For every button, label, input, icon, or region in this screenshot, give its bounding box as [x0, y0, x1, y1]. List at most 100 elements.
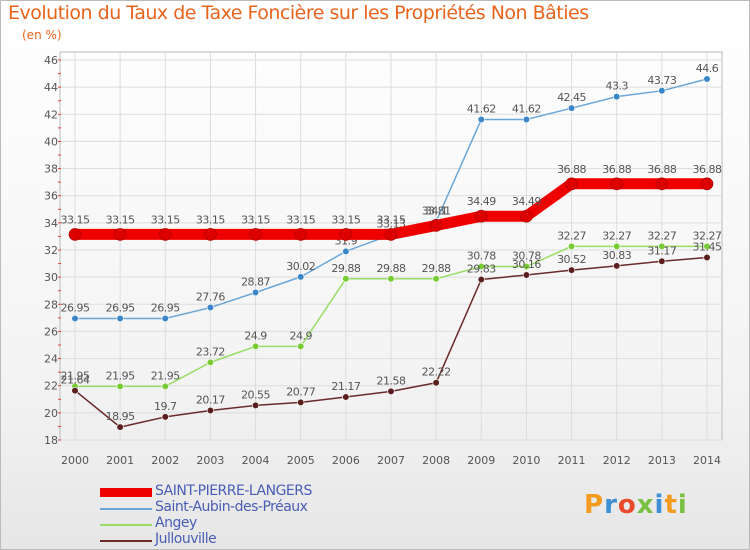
data-label: 34.49 — [467, 195, 496, 208]
y-tick-label: 40 — [44, 135, 58, 148]
logo-letter: t — [664, 490, 678, 520]
data-point — [477, 115, 485, 124]
data-label: 36.88 — [693, 163, 722, 176]
x-tick-label: 2012 — [603, 454, 631, 467]
x-tick-label: 2010 — [512, 454, 540, 467]
data-point — [249, 228, 262, 241]
chart-title: Evolution du Taux de Taxe Foncière sur l… — [8, 2, 589, 24]
x-tick-label: 2005 — [287, 454, 315, 467]
x-tick-label: 2007 — [377, 454, 405, 467]
data-label: 33.81 — [422, 204, 451, 217]
data-point — [522, 115, 531, 124]
logo-letter: P — [584, 490, 605, 520]
data-point — [613, 242, 621, 250]
data-label: 42.45 — [557, 91, 586, 104]
data-label: 33.15 — [151, 213, 180, 226]
data-label: 33.15 — [377, 213, 406, 226]
legend-swatch — [100, 508, 152, 510]
data-label: 33.15 — [331, 213, 360, 226]
data-point — [68, 228, 82, 241]
data-label: 30.16 — [512, 258, 541, 271]
x-tick-label: 2013 — [648, 454, 676, 467]
data-label: 36.88 — [557, 163, 586, 176]
x-tick-label: 2008 — [422, 454, 450, 467]
logo-letter: i — [677, 490, 688, 520]
x-tick-label: 2003 — [196, 454, 224, 467]
data-point — [251, 288, 260, 297]
y-tick-label: 38 — [44, 163, 58, 176]
legend-label: Saint-Aubin-des-Préaux — [155, 499, 308, 515]
data-label: 26.95 — [106, 302, 135, 315]
y-tick-label: 44 — [44, 81, 58, 94]
legend-swatch — [100, 488, 152, 497]
data-point — [71, 314, 79, 323]
x-tick-label: 2000 — [61, 454, 89, 467]
data-label: 18.95 — [106, 410, 135, 423]
y-tick-label: 20 — [44, 407, 58, 420]
data-label: 41.62 — [512, 102, 541, 115]
x-tick-label: 2011 — [558, 454, 586, 467]
data-label: 21.64 — [61, 374, 90, 387]
data-point — [613, 262, 621, 270]
data-label: 24.9 — [289, 329, 312, 342]
data-point — [429, 219, 443, 232]
data-label: 22.22 — [422, 366, 451, 379]
legend-swatch — [100, 524, 152, 526]
data-label: 21.17 — [331, 380, 360, 393]
data-point — [251, 401, 260, 409]
data-point — [477, 275, 485, 284]
data-point — [116, 314, 124, 323]
data-label: 29.88 — [422, 262, 451, 275]
data-point — [658, 257, 666, 265]
data-point — [522, 271, 531, 279]
data-point — [520, 209, 533, 223]
data-point — [658, 87, 666, 95]
data-point — [342, 275, 350, 283]
data-label: 21.58 — [377, 374, 406, 387]
y-tick-label: 34 — [44, 217, 58, 230]
data-label: 21.95 — [106, 369, 135, 382]
data-point — [113, 228, 127, 241]
data-point — [610, 177, 624, 191]
data-label: 30.78 — [512, 250, 541, 263]
data-point — [565, 177, 578, 191]
data-label: 43.73 — [647, 74, 676, 87]
data-point — [161, 413, 169, 421]
x-tick-label: 2014 — [693, 454, 721, 467]
data-point — [703, 75, 711, 83]
logo-letter: o — [617, 490, 637, 520]
data-label: 30.02 — [286, 260, 315, 273]
proxiti-logo: Proxiti — [584, 490, 688, 520]
y-tick-label: 36 — [44, 190, 58, 203]
data-label: 28.87 — [241, 275, 270, 288]
data-point — [161, 314, 169, 323]
data-label: 34.49 — [512, 195, 541, 208]
data-point — [206, 406, 215, 415]
data-point — [567, 242, 576, 250]
data-point — [158, 228, 172, 241]
data-point — [206, 303, 215, 312]
y-tick-label: 26 — [44, 325, 58, 338]
y-tick-label: 28 — [44, 298, 58, 311]
legend-label: Angey — [155, 515, 197, 531]
data-point — [613, 93, 621, 101]
data-point — [658, 242, 666, 250]
data-point — [206, 358, 215, 366]
data-point — [655, 177, 669, 191]
data-label: 33.15 — [196, 213, 225, 226]
data-point — [204, 228, 217, 241]
data-point — [297, 398, 305, 407]
logo-letter: x — [636, 490, 655, 520]
data-label: 36.88 — [602, 163, 631, 176]
data-point — [432, 275, 440, 283]
data-point — [161, 382, 169, 390]
data-label: 33.15 — [241, 213, 270, 226]
data-label: 29.88 — [331, 262, 360, 275]
x-tick-label: 2004 — [242, 454, 270, 467]
data-point — [251, 342, 260, 350]
x-tick-label: 2009 — [467, 454, 495, 467]
data-label: 27.76 — [196, 291, 225, 304]
data-label: 29.83 — [467, 262, 496, 275]
data-label: 19.7 — [154, 400, 177, 413]
